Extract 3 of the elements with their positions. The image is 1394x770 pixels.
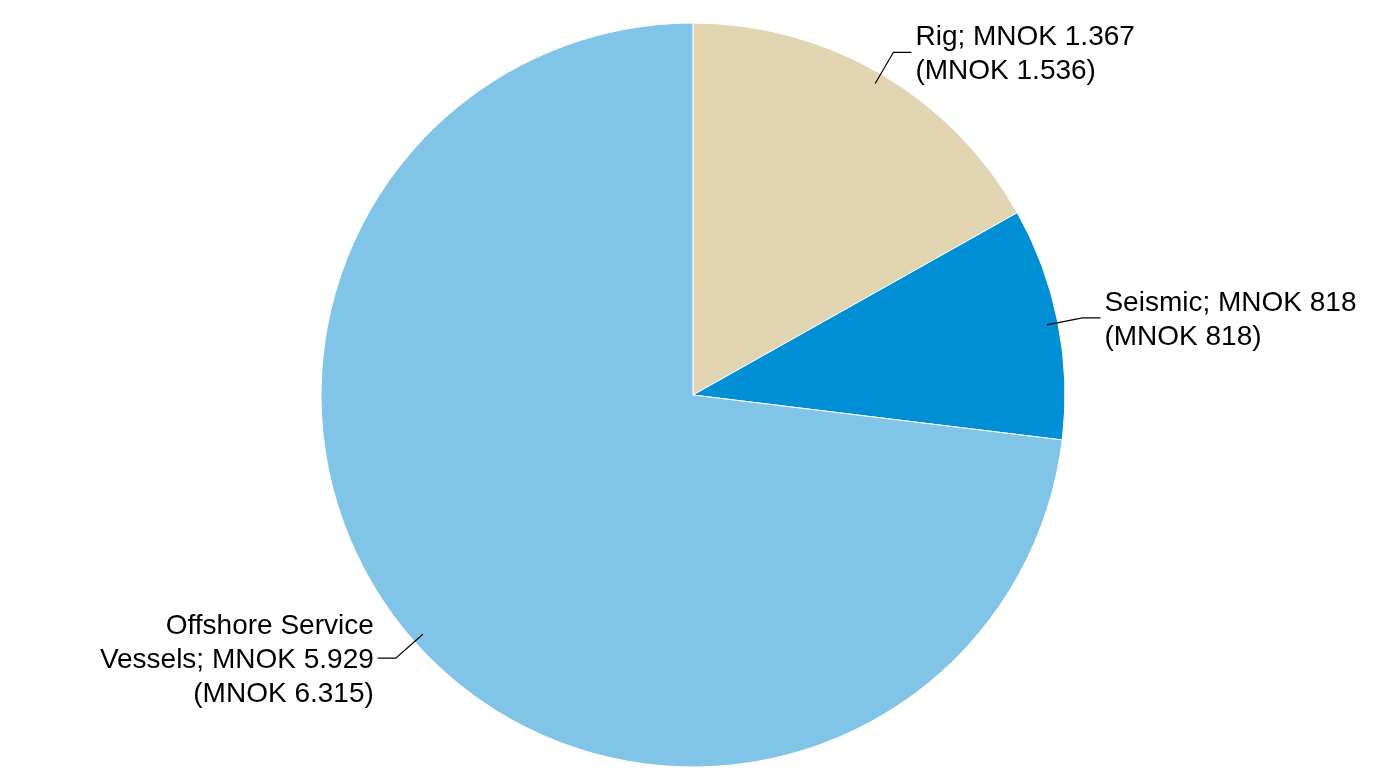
slice-label: Rig; MNOK 1.367 (MNOK 1.536) — [915, 20, 1135, 86]
slice-label: Seismic; MNOK 818 (MNOK 818) — [1104, 285, 1365, 351]
slice-label: Offshore Service Vessels; MNOK 5.929 (MNOK 6.315) — [99, 609, 374, 709]
